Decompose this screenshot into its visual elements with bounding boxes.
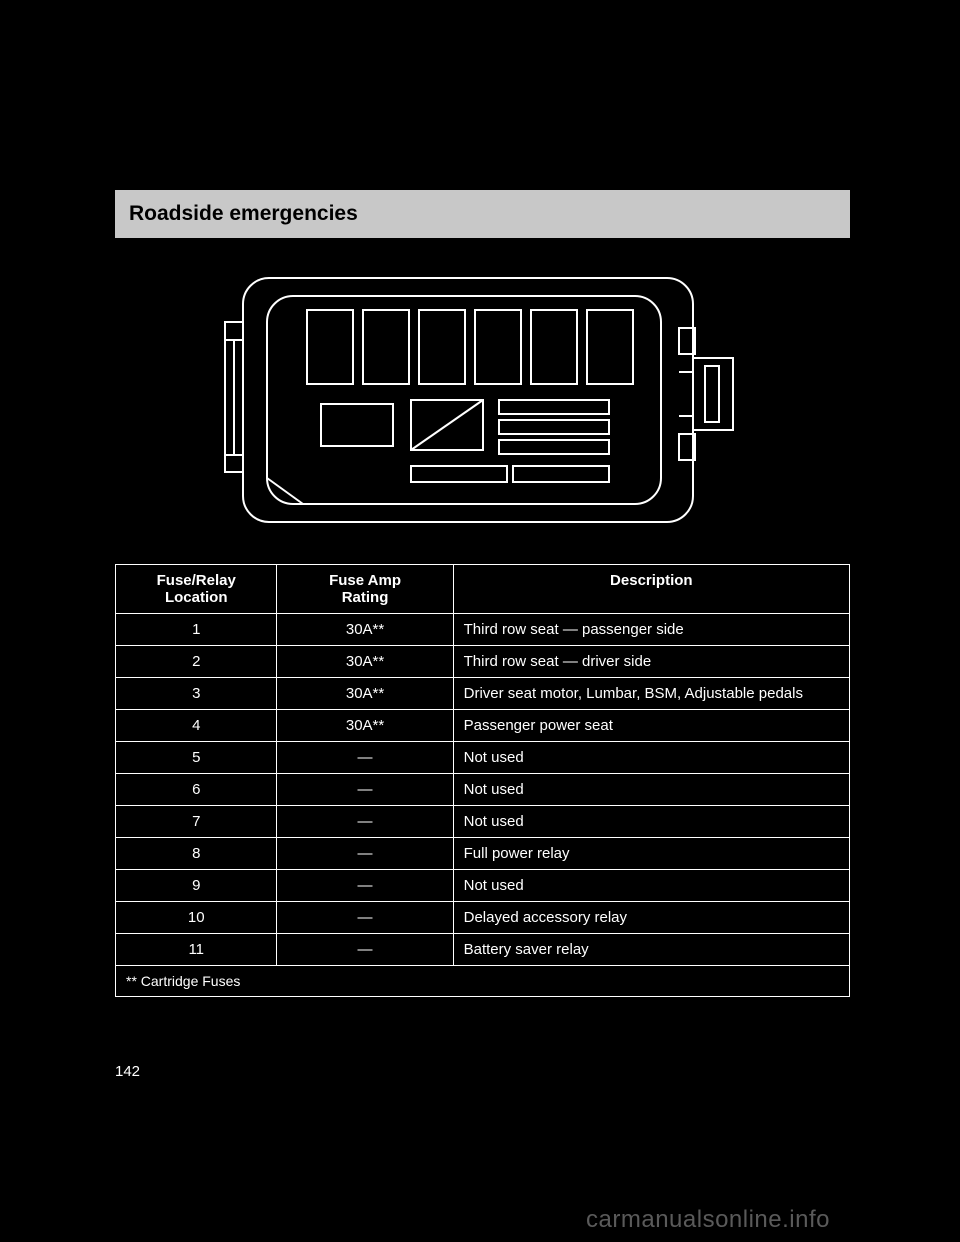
table-note-row: ** Cartridge Fuses — [116, 966, 850, 997]
fuse-slots-top — [307, 310, 633, 384]
table-row: 7—Not used — [116, 806, 850, 838]
fuse-table-body: 130A**Third row seat — passenger side 23… — [116, 614, 850, 997]
col-header-description: Description — [453, 565, 849, 614]
section-title: Roadside emergencies — [129, 202, 836, 226]
fuse-box-diagram-container — [115, 260, 850, 540]
relay-9b — [499, 420, 609, 434]
relay-10 — [411, 466, 507, 482]
table-row: 11—Battery saver relay — [116, 934, 850, 966]
housing-notch — [267, 478, 303, 504]
page-number: 142 — [115, 1063, 140, 1080]
table-row: 6—Not used — [116, 774, 850, 806]
relay-9a — [499, 400, 609, 414]
table-row: 8—Full power relay — [116, 838, 850, 870]
table-row: 10—Delayed accessory relay — [116, 902, 850, 934]
manual-page: Roadside emergencies — [115, 190, 850, 1080]
connector-right-body — [693, 358, 733, 430]
table-row: 9—Not used — [116, 870, 850, 902]
fuse-box-diagram — [213, 260, 753, 540]
watermark-text: carmanualsonline.info — [586, 1206, 830, 1234]
col-header-location: Fuse/RelayLocation — [116, 565, 277, 614]
relay-9c — [499, 440, 609, 454]
table-row: 5—Not used — [116, 742, 850, 774]
table-row: 430A**Passenger power seat — [116, 710, 850, 742]
table-row: 130A**Third row seat — passenger side — [116, 614, 850, 646]
table-header-row: Fuse/RelayLocation Fuse AmpRating Descri… — [116, 565, 850, 614]
fuse-table: Fuse/RelayLocation Fuse AmpRating Descri… — [115, 564, 850, 997]
section-header: Roadside emergencies — [115, 190, 850, 238]
col-header-rating: Fuse AmpRating — [277, 565, 453, 614]
table-row: 330A**Driver seat motor, Lumbar, BSM, Ad… — [116, 678, 850, 710]
table-row: 230A**Third row seat — driver side — [116, 646, 850, 678]
relay-7 — [321, 404, 393, 446]
relay-11 — [513, 466, 609, 482]
